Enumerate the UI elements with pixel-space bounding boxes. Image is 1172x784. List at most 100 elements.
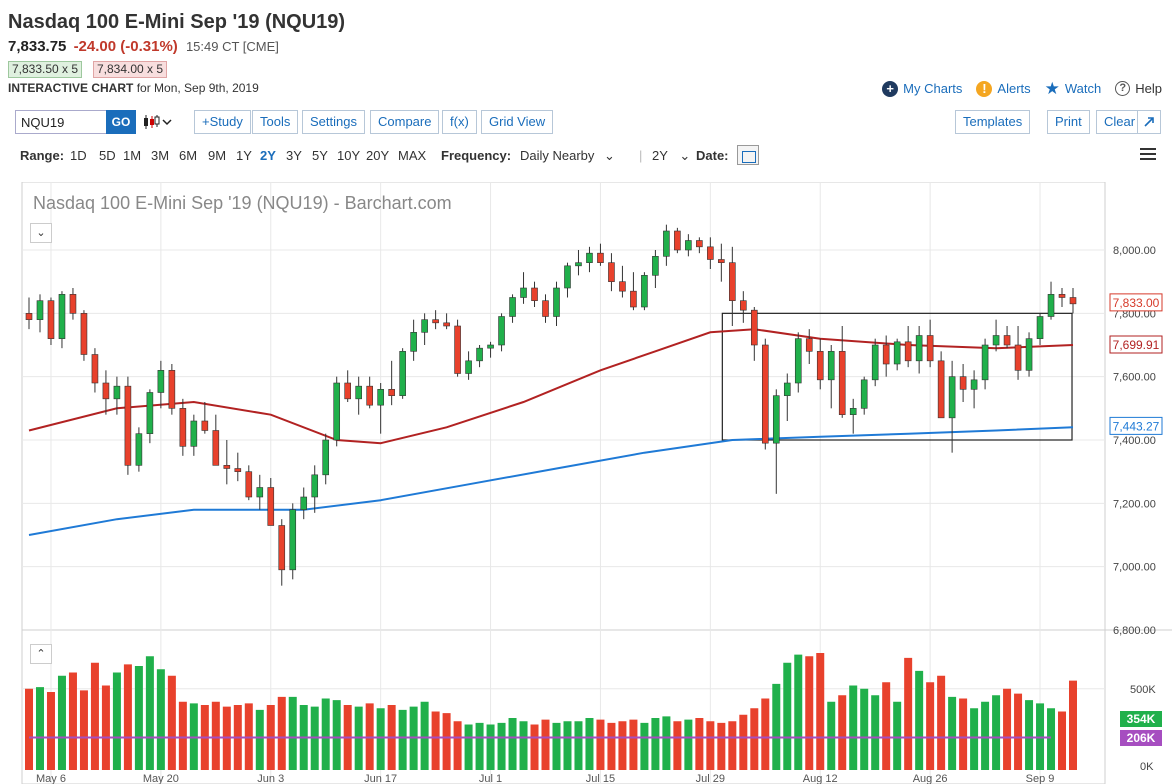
volume-bar xyxy=(288,696,297,770)
candle-body xyxy=(47,300,55,339)
range-max[interactable]: MAX xyxy=(398,148,427,163)
price-chart[interactable]: May 6 May 20 Jun 3 Jun 17 Jul 1 Jul 15 Jul 29 A… xyxy=(0,182,1172,784)
candle-body xyxy=(805,338,813,352)
watch-link[interactable]: ★ Watch xyxy=(1045,80,1102,97)
calendar-icon[interactable] xyxy=(737,145,759,165)
volume-bar xyxy=(1047,708,1056,770)
my-charts-link[interactable]: + My Charts xyxy=(882,80,963,97)
last-price-tag: 7,833.00 xyxy=(1109,293,1163,312)
help-label: Help xyxy=(1135,81,1162,96)
volume-bar xyxy=(915,670,924,770)
candle-body xyxy=(509,297,516,317)
candle-body xyxy=(564,265,571,289)
candle-body xyxy=(157,370,165,393)
range-3y[interactable]: 3Y xyxy=(286,148,302,163)
range-5y[interactable]: 5Y xyxy=(312,148,328,163)
volume-bar xyxy=(948,696,957,770)
frequency-value: Daily Nearby xyxy=(520,148,595,163)
clear-button[interactable]: Clear xyxy=(1096,110,1144,134)
candle-body xyxy=(454,325,461,374)
add-study-button[interactable]: +Study xyxy=(194,110,251,134)
grid-view-button[interactable]: Grid View xyxy=(481,110,554,134)
chevron-up-icon: ⌃ xyxy=(36,648,46,660)
candle-body xyxy=(1058,294,1066,298)
avg-volume-tag-text: 206K xyxy=(1127,731,1156,745)
candle-body xyxy=(948,376,956,419)
range-9m[interactable]: 9M xyxy=(208,148,227,163)
templates-button[interactable]: Templates xyxy=(955,110,1031,134)
candle-body xyxy=(1036,316,1044,339)
range-2y[interactable]: 2Y xyxy=(260,148,276,163)
volume-bar xyxy=(277,696,286,770)
volume-bar xyxy=(431,711,440,770)
frequency-select[interactable]: Daily Nearby ⌄ xyxy=(520,148,615,164)
candle-body xyxy=(223,465,231,469)
candle-body xyxy=(124,385,132,466)
expand-button[interactable] xyxy=(1137,110,1161,134)
volume-bar xyxy=(739,714,748,770)
chart-type-dropdown[interactable] xyxy=(142,114,174,133)
candle-body xyxy=(25,313,33,320)
volume-bar xyxy=(706,721,715,770)
x-tick-label: May 20 xyxy=(143,773,179,784)
range-6m[interactable]: 6M xyxy=(179,148,198,163)
tools-button[interactable]: Tools xyxy=(252,110,299,134)
range-5d[interactable]: 5D xyxy=(99,148,116,163)
alerts-label: Alerts xyxy=(997,81,1031,96)
range-bar: Range: 1D 5D 1M 3M 6M 9M 1Y 2Y 3Y 5Y 10Y 20Y MAX Fre… xyxy=(20,145,1162,166)
help-link[interactable]: ? Help xyxy=(1115,81,1162,96)
volume-bar xyxy=(684,719,693,770)
collapse-volume-button[interactable]: ⌃ xyxy=(30,644,52,664)
range-20y[interactable]: 20Y xyxy=(366,148,390,163)
candle-body xyxy=(443,322,450,327)
y-tick-label: 8,000.00 xyxy=(1113,245,1156,257)
range-1d[interactable]: 1D xyxy=(70,148,87,163)
range-3m[interactable]: 3M xyxy=(151,148,170,163)
my-charts-label: My Charts xyxy=(903,81,963,96)
menu-icon[interactable] xyxy=(1140,148,1156,162)
candle-body xyxy=(80,313,88,355)
volume-bar xyxy=(772,683,781,770)
period-select[interactable]: | 2Y ⌄ xyxy=(639,148,691,163)
last-price-tag-text: 7,833.00 xyxy=(1113,296,1160,310)
range-1m[interactable]: 1M xyxy=(123,148,142,163)
x-tick-label: Sep 9 xyxy=(1026,773,1055,784)
ma-short-tag-box xyxy=(1109,335,1163,354)
moving-average-short-line xyxy=(28,328,1074,445)
moving-average-long-line xyxy=(28,426,1074,536)
range-1y[interactable]: 1Y xyxy=(236,148,252,163)
candle-body xyxy=(465,360,472,374)
candlestick-icon xyxy=(144,115,172,129)
candle-body xyxy=(311,474,319,498)
range-box xyxy=(721,312,1073,441)
candle-body xyxy=(113,385,121,400)
fx-button[interactable]: f(x) xyxy=(442,110,477,134)
volume-bar xyxy=(112,672,121,770)
collapse-price-button[interactable]: ⌄ xyxy=(30,223,52,243)
alerts-link[interactable]: ! Alerts xyxy=(976,80,1031,97)
candle-body xyxy=(959,376,967,390)
settings-button[interactable]: Settings xyxy=(302,110,365,134)
x-tick-label: Aug 26 xyxy=(913,773,948,784)
candle-body xyxy=(871,344,879,381)
x-tick-label: Jul 29 xyxy=(696,773,725,784)
print-button[interactable]: Print xyxy=(1047,110,1090,134)
volume-bar xyxy=(926,682,935,770)
volume-bar xyxy=(860,688,869,770)
candle-body xyxy=(377,389,384,406)
volume-bar xyxy=(442,713,451,770)
volume-bar xyxy=(134,666,143,770)
range-10y[interactable]: 10Y xyxy=(337,148,361,163)
symbol-input[interactable] xyxy=(15,110,107,134)
compare-button[interactable]: Compare xyxy=(370,110,440,134)
candle-body xyxy=(893,341,901,365)
candle-body xyxy=(168,370,176,409)
plus-icon: + xyxy=(882,80,899,97)
volume-bar xyxy=(332,700,341,770)
go-button[interactable]: GO xyxy=(106,110,136,134)
volume-bar xyxy=(761,698,770,770)
y-tick-label: 7,200.00 xyxy=(1113,498,1156,510)
x-tick-label: Aug 12 xyxy=(803,773,838,784)
candle-body xyxy=(487,344,494,349)
candle-body xyxy=(751,309,758,346)
